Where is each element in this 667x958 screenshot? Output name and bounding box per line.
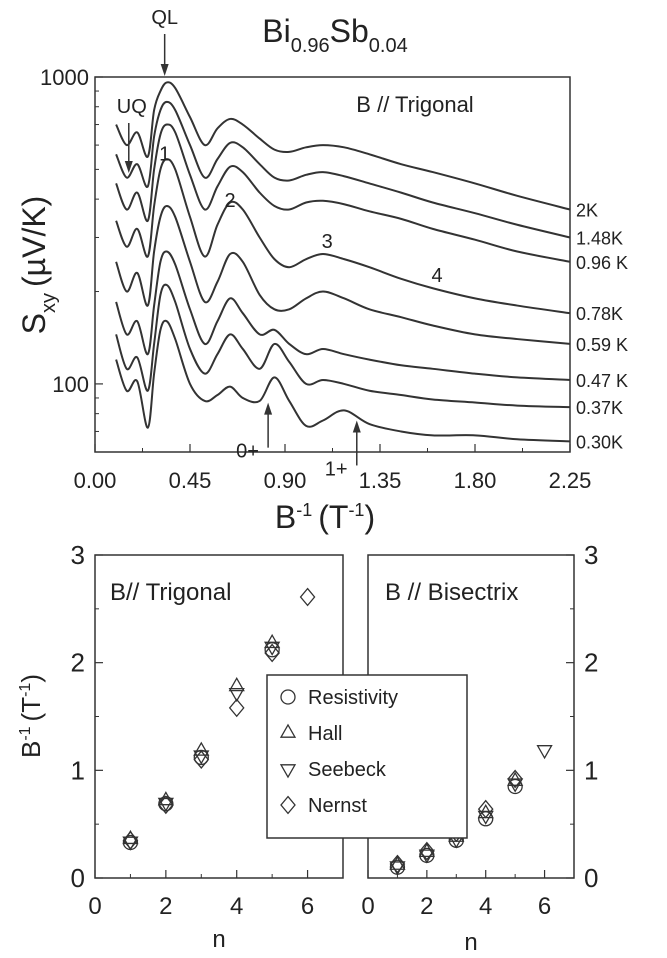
bl-y-axis-label: B-1(T-1) [16, 674, 46, 758]
br-point-triangle-up-0 [389, 855, 406, 870]
series-label-4: 0.59 K [576, 335, 628, 355]
legend-marker-triangle-down [279, 764, 297, 779]
legend-label-0: Resistivity [308, 687, 398, 709]
series-line-5 [115, 250, 571, 381]
top-annotation: B // Trigonal [356, 92, 473, 117]
top-plot-frame [94, 76, 571, 453]
series-line-4 [115, 204, 571, 345]
series-label-2: 0.96 K [576, 253, 628, 273]
marker-arrowhead-6 [264, 402, 273, 415]
marker-label-3: 2 [225, 190, 236, 212]
legend-label-1: Hall [308, 723, 342, 745]
bl-y-tick-label-2: 2 [71, 648, 85, 678]
top-x-tick-label-3: 1.35 [359, 468, 402, 493]
legend-label-3: Nernst [308, 795, 367, 817]
marker-arrowhead-0 [160, 64, 169, 76]
bl-point-triangle-up-2 [193, 741, 210, 756]
bl-point-triangle-down-1 [157, 797, 174, 812]
bl-y-tick-label-3: 3 [71, 540, 85, 570]
top-x-tick-label-5: 2.25 [549, 468, 592, 493]
series-label-6: 0.37K [576, 398, 623, 418]
legend: Resistivity Hall Seebeck Nernst [266, 674, 468, 839]
series-label-0: 2K [576, 201, 598, 221]
top-x-axis-label: B-1 (T-1) [275, 499, 375, 535]
bl-x-tick-label-0: 0 [88, 893, 101, 920]
top-x-tick-label-2: 0.90 [264, 468, 307, 493]
series-label-3: 0.78K [576, 304, 623, 324]
bl-x-tick-label-3: 6 [301, 893, 314, 920]
series-line-7 [115, 319, 571, 443]
br-x-tick-label-1: 2 [420, 893, 433, 920]
series-line-2 [115, 123, 571, 263]
bottom-left-panel: 0 2 4 6 0 1 2 3 B// Trigonal n B-1(T-1) [16, 540, 344, 953]
br-point-triangle-down-4 [507, 778, 524, 793]
legend-marker-diamond [280, 795, 296, 815]
series-line-3 [115, 158, 571, 315]
bl-y-tick-label-0: 0 [71, 863, 85, 893]
bl-point-diamond-5 [299, 587, 316, 607]
bl-x-tick-label-1: 2 [159, 893, 172, 920]
top-x-tick-label-4: 1.80 [454, 468, 497, 493]
bl-points-group [122, 587, 316, 851]
bl-point-triangle-down-3 [228, 687, 245, 703]
series-label-1: 1.48K [576, 228, 623, 248]
bl-point-diamond-0 [122, 830, 139, 850]
bl-point-diamond-4 [264, 643, 280, 663]
marker-label-1: UQ [117, 96, 147, 118]
series-line-0 [115, 81, 571, 211]
top-x-tick-label-0: 0.00 [74, 468, 117, 493]
series-line-6 [115, 283, 571, 409]
br-point-triangle-down-3 [477, 810, 494, 825]
bl-point-diamond-2 [193, 750, 210, 769]
bl-point-diamond-3 [228, 698, 245, 718]
bl-x-tick-label-2: 4 [230, 893, 243, 920]
marker-label-2: 1 [159, 143, 170, 165]
top-y-axis-label: Sxy(µV/K) [16, 196, 60, 335]
marker-label-6: 0+ [236, 441, 259, 463]
bl-annotation: B// Trigonal [110, 579, 231, 606]
legend-box [266, 674, 468, 839]
br-x-axis-label: n [464, 929, 477, 956]
series-label-7: 0.30K [576, 432, 623, 452]
series-label-5: 0.47 K [576, 371, 628, 391]
bl-x-axis-label: n [212, 926, 225, 953]
br-point-diamond-1 [419, 841, 435, 861]
br-y-tick-label-1: 1 [584, 755, 598, 785]
bl-point-triangle-up-3 [228, 676, 245, 692]
br-y-tick-label-2: 2 [584, 648, 598, 678]
br-x-tick-label-2: 4 [479, 893, 492, 920]
legend-label-2: Seebeck [308, 759, 387, 781]
marker-arrowhead-1 [124, 161, 133, 173]
top-panel: Bi0.96Sb0.04 0.00 0.45 0.90 1.35 1.80 2.25 100… [16, 7, 628, 535]
top-y-tick-label-1: 1000 [40, 65, 89, 90]
legend-marker-triangle-up [279, 723, 297, 738]
marker-label-7: 1+ [325, 458, 348, 480]
bl-point-triangle-down-0 [122, 836, 139, 851]
marker-label-5: 4 [431, 265, 442, 287]
series-line-1 [115, 100, 571, 239]
br-point-diamond-0 [389, 854, 406, 874]
top-series-group [115, 81, 571, 443]
top-x-tick-label-1: 0.45 [169, 468, 212, 493]
bl-point-triangle-up-4 [264, 633, 281, 649]
br-x-tick-label-0: 0 [361, 893, 374, 920]
bl-point-diamond-1 [158, 795, 174, 815]
top-series-labels: 2K 1.48K 0.96 K 0.78K 0.59 K 0.47 K 0.37K 0.30K [576, 201, 628, 453]
legend-marker-circle [280, 689, 296, 705]
br-annotation: B // Bisectrix [385, 579, 518, 606]
br-y-tick-label-3: 3 [584, 540, 598, 570]
br-point-diamond-3 [477, 799, 494, 819]
br-point-diamond-4 [507, 769, 523, 789]
bl-y-tick-label-1: 1 [71, 755, 85, 785]
top-marker-group: QL UQ 1 2 3 4 0+ 1+ [117, 7, 443, 480]
br-x-tick-label-3: 6 [538, 893, 551, 920]
marker-arrowhead-7 [352, 420, 361, 433]
br-y-tick-label-0: 0 [584, 863, 598, 893]
marker-label-4: 3 [322, 231, 333, 253]
top-y-tick-label-0: 100 [52, 372, 89, 397]
top-title: Bi0.96Sb0.04 [262, 13, 407, 57]
marker-label-0: QL [151, 7, 178, 29]
br-point-triangle-down-5 [536, 745, 553, 760]
